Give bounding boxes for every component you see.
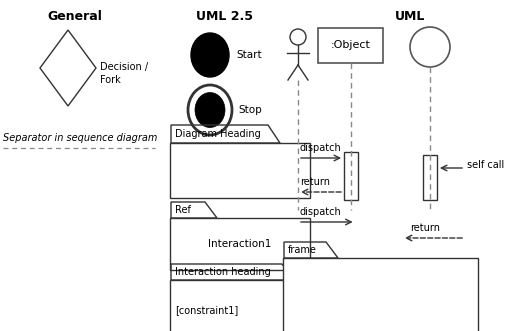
- Text: Separator in sequence diagram: Separator in sequence diagram: [3, 133, 157, 143]
- Text: UML: UML: [395, 10, 425, 23]
- FancyBboxPatch shape: [318, 28, 383, 63]
- Ellipse shape: [195, 92, 225, 127]
- Text: Decision /: Decision /: [100, 62, 148, 72]
- Text: Ref: Ref: [175, 205, 191, 215]
- Text: UML 2.5: UML 2.5: [197, 10, 254, 23]
- Text: Interaction1: Interaction1: [208, 239, 272, 249]
- Text: [constraint1]: [constraint1]: [175, 305, 238, 315]
- Text: self call: self call: [467, 160, 504, 170]
- Text: Start: Start: [236, 50, 262, 60]
- FancyBboxPatch shape: [170, 218, 310, 270]
- Text: Interaction heading: Interaction heading: [175, 267, 271, 277]
- Text: dispatch: dispatch: [300, 207, 342, 217]
- Ellipse shape: [188, 85, 232, 135]
- Text: Stop: Stop: [238, 105, 262, 115]
- Text: General: General: [48, 10, 102, 23]
- Text: return: return: [300, 177, 330, 187]
- Text: return: return: [410, 223, 440, 233]
- FancyBboxPatch shape: [344, 152, 358, 200]
- FancyBboxPatch shape: [170, 143, 310, 198]
- Text: Fork: Fork: [100, 75, 121, 85]
- Text: Diagram Heading: Diagram Heading: [175, 129, 261, 139]
- FancyBboxPatch shape: [423, 155, 437, 200]
- FancyBboxPatch shape: [283, 258, 478, 331]
- FancyBboxPatch shape: [170, 280, 313, 331]
- Text: :Object: :Object: [331, 40, 371, 51]
- Text: dispatch: dispatch: [300, 143, 342, 153]
- Ellipse shape: [191, 33, 229, 77]
- Text: frame: frame: [288, 245, 317, 255]
